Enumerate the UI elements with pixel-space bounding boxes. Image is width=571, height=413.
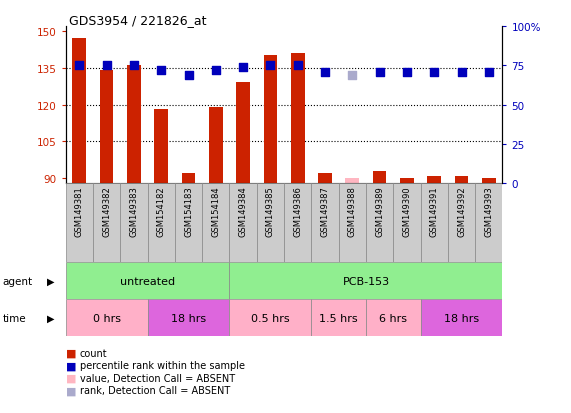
Point bbox=[184, 72, 193, 79]
Point bbox=[130, 63, 139, 69]
Text: ■: ■ bbox=[66, 348, 76, 358]
Text: time: time bbox=[3, 313, 26, 323]
Bar bbox=[100, 71, 114, 184]
Bar bbox=[311, 299, 366, 337]
Point bbox=[457, 69, 466, 76]
Text: GSM149381: GSM149381 bbox=[75, 186, 84, 237]
Text: GSM149387: GSM149387 bbox=[320, 186, 329, 237]
Text: ■: ■ bbox=[66, 373, 76, 383]
Text: GSM149393: GSM149393 bbox=[484, 186, 493, 237]
Text: rank, Detection Call = ABSENT: rank, Detection Call = ABSENT bbox=[80, 385, 230, 395]
Text: PCB-153: PCB-153 bbox=[343, 276, 389, 286]
Bar bbox=[154, 110, 168, 184]
Bar bbox=[475, 184, 502, 262]
Bar bbox=[147, 184, 175, 262]
Point bbox=[266, 63, 275, 69]
Bar bbox=[182, 174, 195, 184]
Text: GSM149389: GSM149389 bbox=[375, 186, 384, 237]
Bar bbox=[421, 184, 448, 262]
Bar bbox=[284, 184, 311, 262]
Bar bbox=[421, 299, 502, 337]
Bar bbox=[264, 56, 278, 184]
Text: 1.5 hrs: 1.5 hrs bbox=[319, 313, 358, 323]
Bar bbox=[339, 184, 366, 262]
Text: ■: ■ bbox=[66, 361, 76, 370]
Bar bbox=[393, 184, 421, 262]
Bar bbox=[236, 83, 250, 184]
Bar bbox=[93, 184, 120, 262]
Text: value, Detection Call = ABSENT: value, Detection Call = ABSENT bbox=[80, 373, 235, 383]
Bar bbox=[202, 184, 230, 262]
Bar bbox=[455, 176, 468, 184]
Bar bbox=[345, 179, 359, 184]
Text: 6 hrs: 6 hrs bbox=[379, 313, 407, 323]
Point bbox=[239, 64, 248, 71]
Bar bbox=[66, 184, 93, 262]
Bar bbox=[175, 184, 202, 262]
Bar bbox=[373, 171, 387, 184]
Point bbox=[403, 69, 412, 76]
Text: 18 hrs: 18 hrs bbox=[444, 313, 479, 323]
Text: GSM149392: GSM149392 bbox=[457, 186, 466, 237]
Bar bbox=[66, 262, 230, 299]
Text: GSM149384: GSM149384 bbox=[239, 186, 248, 237]
Text: ▶: ▶ bbox=[47, 313, 54, 323]
Point bbox=[293, 63, 302, 69]
Text: GSM149390: GSM149390 bbox=[403, 186, 412, 237]
Text: GSM149386: GSM149386 bbox=[293, 186, 302, 237]
Bar bbox=[291, 54, 304, 184]
Bar bbox=[366, 299, 421, 337]
Bar bbox=[482, 179, 496, 184]
Point bbox=[75, 63, 84, 69]
Point bbox=[348, 72, 357, 79]
Bar bbox=[318, 174, 332, 184]
Text: GSM154183: GSM154183 bbox=[184, 186, 193, 237]
Bar bbox=[230, 184, 257, 262]
Bar bbox=[366, 184, 393, 262]
Bar bbox=[66, 299, 147, 337]
Text: percentile rank within the sample: percentile rank within the sample bbox=[80, 361, 245, 370]
Bar bbox=[73, 39, 86, 184]
Text: untreated: untreated bbox=[120, 276, 175, 286]
Point bbox=[102, 63, 111, 69]
Text: ▶: ▶ bbox=[47, 276, 54, 286]
Bar bbox=[448, 184, 475, 262]
Text: GSM154182: GSM154182 bbox=[156, 186, 166, 237]
Text: agent: agent bbox=[3, 276, 33, 286]
Text: GSM149383: GSM149383 bbox=[130, 186, 138, 237]
Bar bbox=[311, 184, 339, 262]
Point bbox=[320, 69, 329, 76]
Point bbox=[211, 67, 220, 74]
Text: ■: ■ bbox=[66, 385, 76, 395]
Text: GSM149385: GSM149385 bbox=[266, 186, 275, 237]
Point bbox=[484, 69, 493, 76]
Bar bbox=[230, 262, 502, 299]
Bar bbox=[230, 299, 311, 337]
Point bbox=[156, 67, 166, 74]
Point bbox=[429, 69, 439, 76]
Bar bbox=[209, 108, 223, 184]
Bar bbox=[257, 184, 284, 262]
Bar bbox=[120, 184, 147, 262]
Text: 0.5 hrs: 0.5 hrs bbox=[251, 313, 289, 323]
Text: GSM149391: GSM149391 bbox=[430, 186, 439, 237]
Text: GSM154184: GSM154184 bbox=[211, 186, 220, 237]
Text: 0 hrs: 0 hrs bbox=[93, 313, 120, 323]
Text: GDS3954 / 221826_at: GDS3954 / 221826_at bbox=[69, 14, 206, 27]
Text: GSM149388: GSM149388 bbox=[348, 186, 357, 237]
Text: 18 hrs: 18 hrs bbox=[171, 313, 206, 323]
Bar bbox=[147, 299, 230, 337]
Text: GSM149382: GSM149382 bbox=[102, 186, 111, 237]
Bar bbox=[400, 179, 414, 184]
Text: count: count bbox=[80, 348, 107, 358]
Point bbox=[375, 69, 384, 76]
Bar bbox=[428, 176, 441, 184]
Bar bbox=[127, 66, 140, 184]
